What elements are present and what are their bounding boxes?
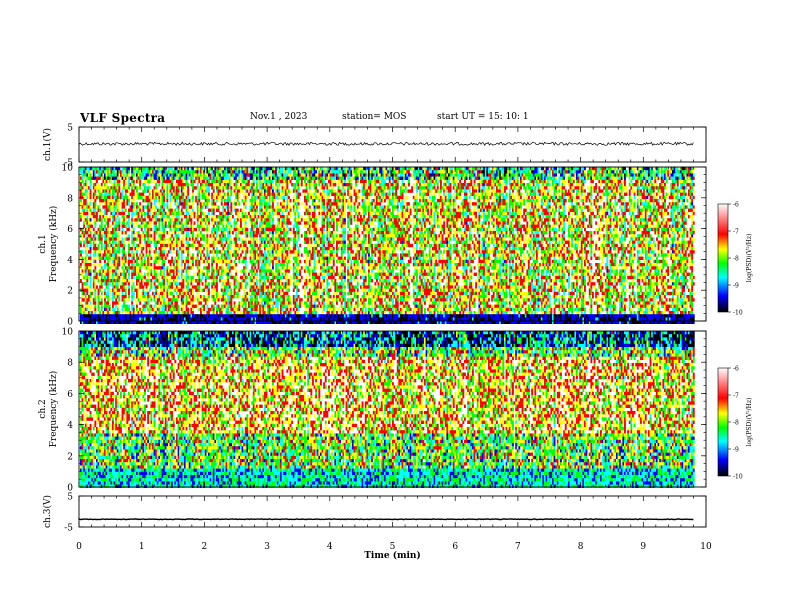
x-tick-label: 8 xyxy=(578,542,584,552)
colorbar-tick-label: -6 xyxy=(733,202,739,209)
y-tick-label: 8 xyxy=(67,194,73,204)
x-axis-label: Time (min) xyxy=(364,550,421,561)
y-tick-label: 6 xyxy=(67,390,73,400)
colorbar-tick-label: -9 xyxy=(733,283,739,290)
signal-line-ch3 xyxy=(78,518,694,521)
spectrogram-ch2 xyxy=(80,331,695,488)
panel-frame xyxy=(78,126,707,163)
y-tick-label: 6 xyxy=(67,225,73,235)
y-tick-label: 0 xyxy=(67,318,73,328)
y-tick-label: -5 xyxy=(64,524,73,534)
colorbar xyxy=(717,367,729,477)
x-tick-label: 0 xyxy=(76,542,82,552)
y-tick-label: 10 xyxy=(62,164,74,174)
x-tick-label: 6 xyxy=(452,542,458,552)
x-tick-label: 9 xyxy=(640,542,646,552)
y-tick-label: 5 xyxy=(67,493,73,503)
x-tick-label: 7 xyxy=(515,542,521,552)
y-tick-label: 2 xyxy=(67,452,73,462)
y-axis-label: Frequency (kHz) xyxy=(48,371,59,448)
x-tick-label: 5 xyxy=(390,542,396,552)
y-tick-label: 4 xyxy=(67,421,73,431)
y-tick-label: 0 xyxy=(67,484,73,494)
colorbar xyxy=(717,203,729,313)
colorbar-tick-label: -10 xyxy=(733,474,743,481)
y-tick-label: -5 xyxy=(64,159,73,169)
y-tick-label: 2 xyxy=(67,287,73,297)
colorbar-tick-label: -7 xyxy=(733,229,739,236)
y-tick-label: 8 xyxy=(67,359,73,369)
x-tick-label: 2 xyxy=(202,542,208,552)
y-tick-label: 4 xyxy=(67,256,73,266)
y-axis-label: ch.2 xyxy=(38,399,48,418)
chart-title: VLF Spectra xyxy=(80,111,165,125)
colorbar-label: log(PSD)(V²/Hz) xyxy=(746,398,753,447)
y-tick-label: 5 xyxy=(67,124,73,134)
colorbar-label: log(PSD)(V²/Hz) xyxy=(746,234,753,283)
spectrogram-ch1 xyxy=(80,167,695,324)
colorbar-tick-label: -7 xyxy=(733,393,739,400)
x-tick-label: 4 xyxy=(327,542,333,552)
signal-line-ch1 xyxy=(78,141,694,147)
colorbar-tick-label: -9 xyxy=(733,447,739,454)
date-label: Nov.1 , 2023 xyxy=(250,112,307,122)
x-tick-label: 3 xyxy=(264,542,270,552)
start-time-label: start UT = 15: 10: 1 xyxy=(437,112,529,122)
colorbar-tick-label: -8 xyxy=(733,256,739,263)
colorbar-tick-label: -10 xyxy=(733,310,743,317)
x-tick-label: 10 xyxy=(700,542,712,552)
x-tick-label: 1 xyxy=(139,542,145,552)
y-axis-label: Frequency (kHz) xyxy=(48,206,59,283)
y-axis-label: ch.3(V) xyxy=(42,495,53,528)
y-tick-label: 10 xyxy=(62,328,74,338)
y-axis-label: ch.1(V) xyxy=(42,128,53,161)
colorbar-tick-label: -6 xyxy=(733,366,739,373)
station-label: station= MOS xyxy=(342,112,406,122)
colorbar-tick-label: -8 xyxy=(733,420,739,427)
y-axis-label: ch.1 xyxy=(38,234,48,253)
